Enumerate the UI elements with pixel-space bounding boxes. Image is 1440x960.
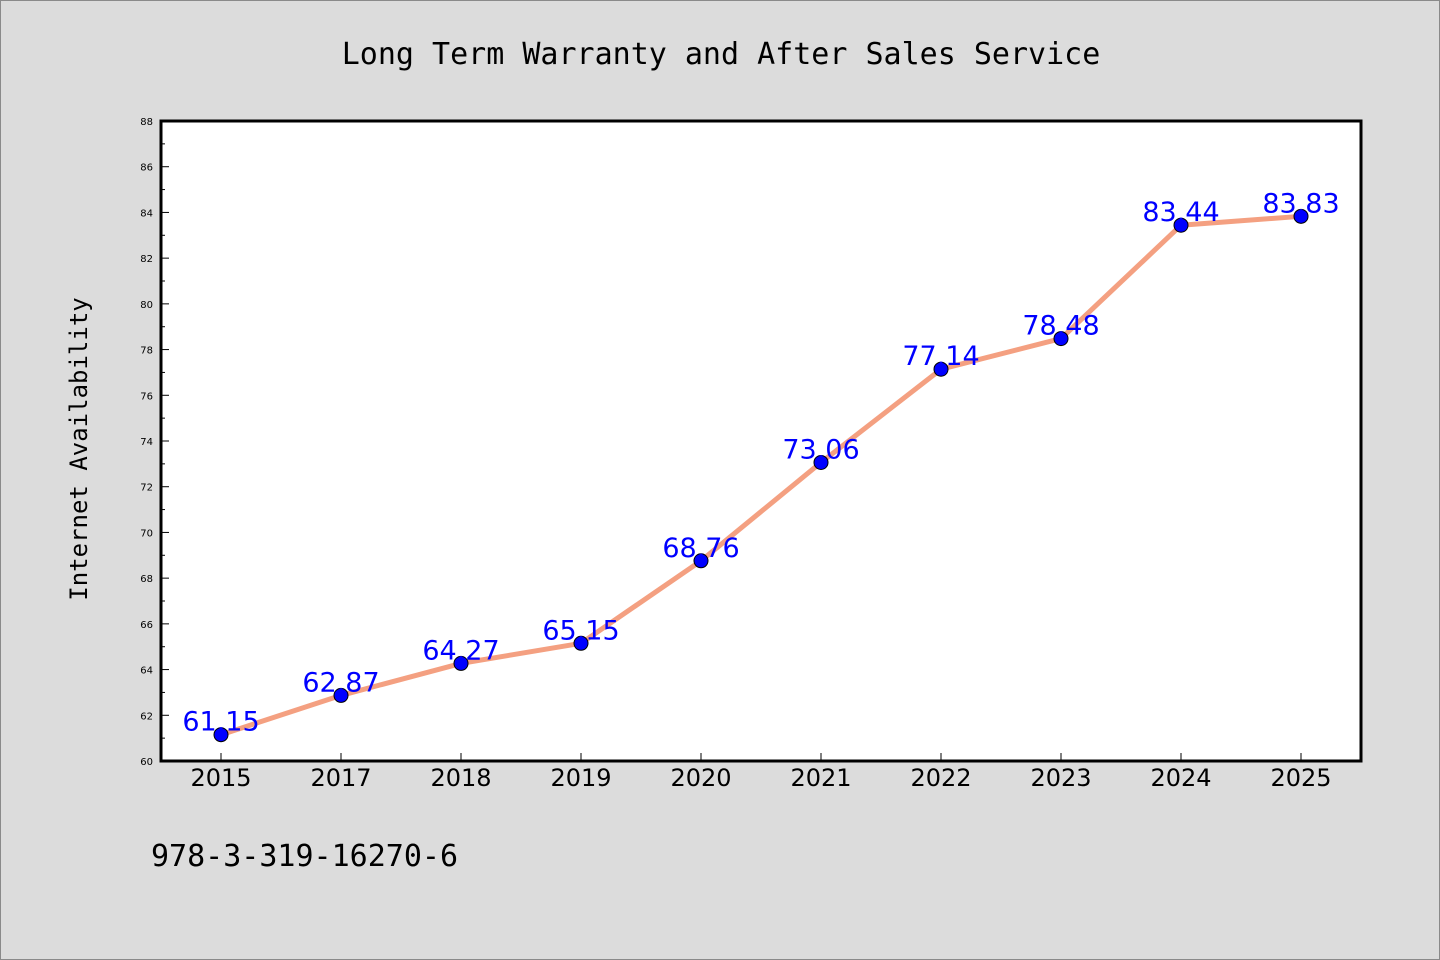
series-line	[218, 213, 1304, 738]
marker-layer	[213, 208, 1309, 743]
data-label: 77.14	[902, 341, 979, 372]
x-tick-label: 2022	[910, 764, 971, 792]
x-tick-label: 2015	[190, 764, 251, 792]
data-point	[693, 553, 709, 569]
data-point	[1293, 208, 1309, 224]
y-tick-label: 64	[140, 666, 153, 677]
plot-area	[161, 121, 1361, 761]
x-tick-label: 2025	[1270, 764, 1331, 792]
x-tick-label: 2017	[310, 764, 371, 792]
y-tick-label: 82	[140, 254, 153, 265]
y-tick-label: 80	[140, 300, 153, 311]
y-tick-label: 66	[140, 620, 153, 631]
y-tick-label: 68	[140, 574, 153, 585]
y-tick-label: 78	[140, 346, 153, 357]
data-label-layer: 61.15 62.87 64.27 65.15 68.76 73.06 77.14 78.48…	[182, 188, 1339, 737]
y-tick-label: 76	[140, 391, 153, 402]
x-tick-label: 2021	[790, 764, 851, 792]
y-tick-label: 74	[140, 437, 153, 448]
y-axis-label: Internet Availability	[65, 297, 93, 600]
y-tick-label: 60	[140, 757, 153, 768]
data-label: 68.76	[662, 533, 739, 564]
data-label: 73.06	[782, 434, 859, 465]
y-tick-label: 72	[140, 483, 153, 494]
y-tick-label: 86	[140, 163, 153, 174]
y-tick-label: 84	[140, 208, 153, 219]
data-point	[213, 727, 229, 743]
data-point	[933, 361, 949, 377]
x-axis: 2015 2017 2018 2019 2020 2021 2022 2023 2024 2025	[190, 753, 1332, 792]
data-label: 64.27	[422, 635, 499, 666]
data-label: 83.44	[1142, 197, 1219, 228]
footer-code: 978-3-319-16270-6	[151, 839, 458, 874]
x-tick-label: 2023	[1030, 764, 1091, 792]
data-label: 83.83	[1262, 188, 1339, 219]
y-axis: 60 62 64 66 68 70 72 74 76 78 80 82 84 86 88	[140, 117, 169, 768]
series-layer	[218, 213, 1304, 738]
data-point	[333, 687, 349, 703]
data-label: 61.15	[182, 707, 259, 738]
x-tick-label: 2019	[550, 764, 611, 792]
data-label: 78.48	[1022, 311, 1099, 342]
data-label: 65.15	[542, 615, 619, 646]
x-tick-label: 2024	[1150, 764, 1211, 792]
data-point	[453, 655, 469, 671]
data-point	[573, 635, 589, 651]
chart-title: Long Term Warranty and After Sales Servi…	[342, 37, 1101, 72]
x-tick-label: 2020	[670, 764, 731, 792]
data-point	[813, 454, 829, 470]
y-tick-label: 88	[140, 117, 153, 128]
x-tick-label: 2018	[430, 764, 491, 792]
data-point	[1173, 217, 1189, 233]
y-tick-label: 62	[140, 711, 153, 722]
y-tick-label: 70	[140, 528, 153, 539]
plot-frame	[159, 119, 1363, 763]
data-label: 62.87	[302, 667, 379, 698]
data-point	[1053, 331, 1069, 347]
